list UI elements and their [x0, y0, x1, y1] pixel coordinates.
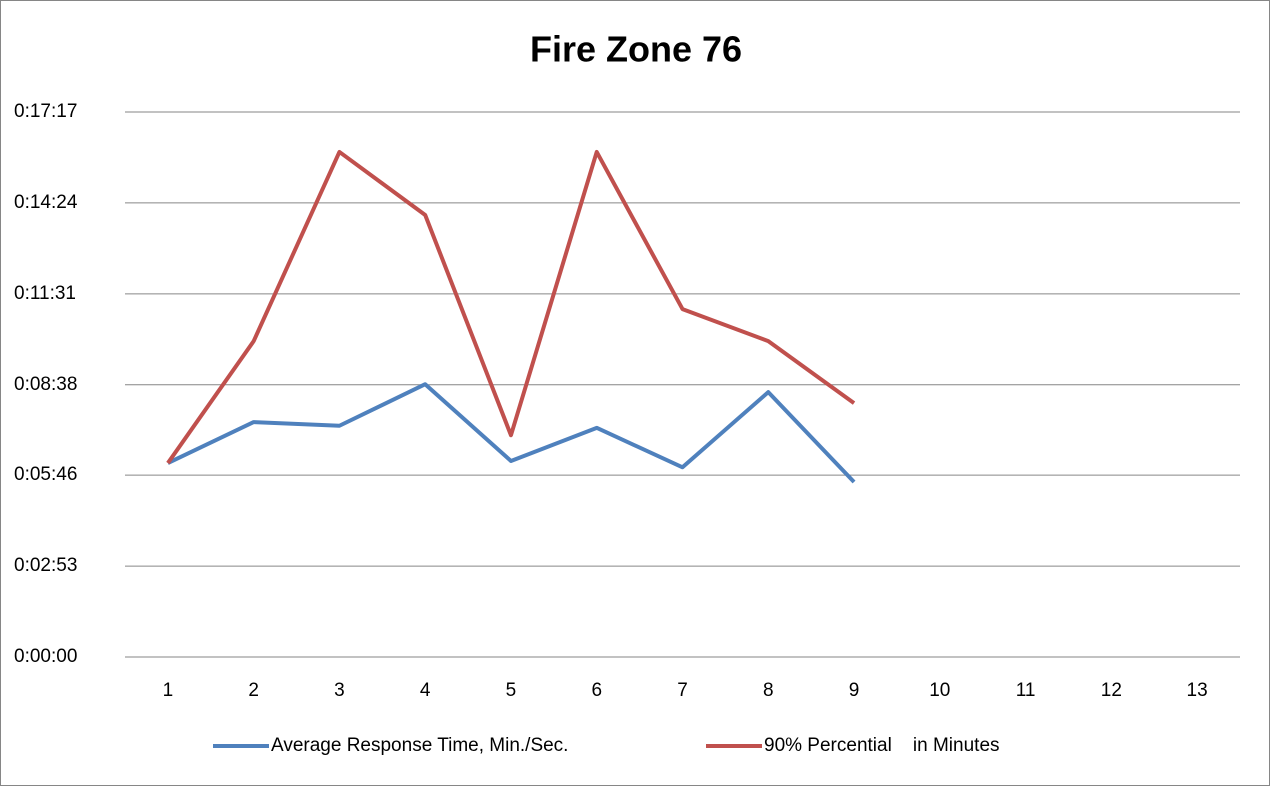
x-tick-label: 5 — [506, 680, 517, 701]
legend-label: 90% Percential in Minutes — [764, 735, 1000, 756]
y-tick-label: 0:00:00 — [14, 646, 77, 667]
series-line — [166, 149, 856, 465]
x-tick-label: 1 — [163, 680, 174, 701]
y-tick-label: 0:17:17 — [14, 101, 77, 122]
y-tick-label: 0:05:46 — [14, 464, 77, 485]
y-tick-label: 0:11:31 — [14, 283, 76, 304]
x-tick-label: 12 — [1101, 680, 1122, 701]
x-tick-label: 8 — [763, 680, 774, 701]
x-tick-label: 13 — [1187, 680, 1208, 701]
x-tick-label: 10 — [929, 680, 950, 701]
y-tick-label: 0:14:24 — [14, 192, 78, 213]
x-tick-label: 2 — [248, 680, 259, 701]
x-tick-label: 7 — [677, 680, 688, 701]
legend-label: Average Response Time, Min./Sec. — [271, 735, 568, 756]
x-tick-label: 9 — [849, 680, 860, 701]
x-tick-label: 6 — [591, 680, 602, 701]
x-tick-label: 3 — [334, 680, 345, 701]
chart-title: Fire Zone 76 — [530, 29, 742, 70]
y-tick-label: 0:02:53 — [14, 555, 77, 576]
x-tick-label: 11 — [1016, 680, 1036, 701]
x-tick-label: 4 — [420, 680, 431, 701]
y-tick-label: 0:08:38 — [14, 374, 77, 395]
series-line — [167, 382, 856, 484]
